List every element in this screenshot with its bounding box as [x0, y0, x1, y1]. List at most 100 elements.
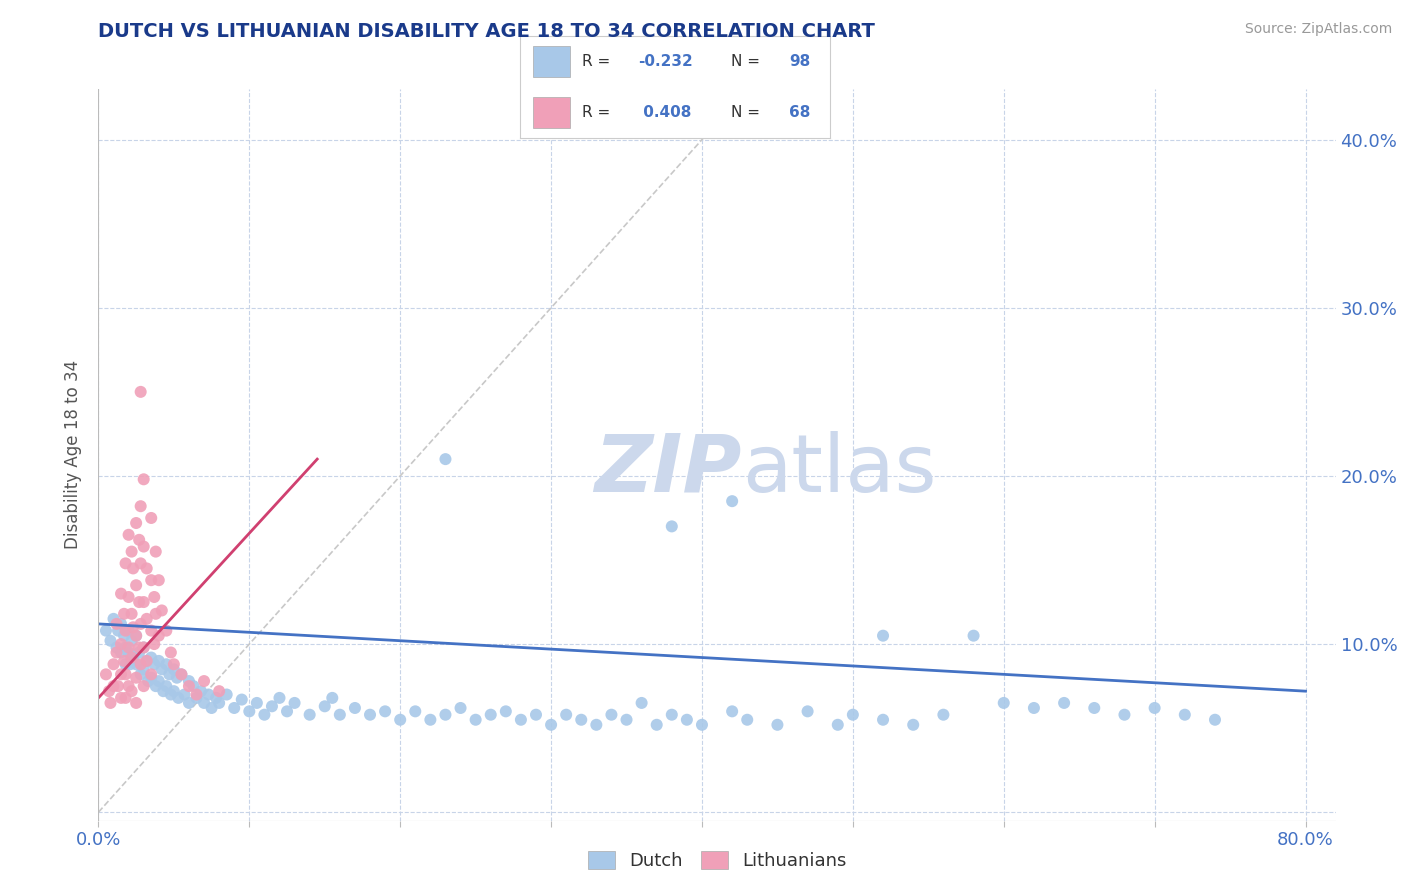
Point — [661, 519, 683, 533]
Point — [197, 688, 219, 702]
Point — [121, 544, 143, 558]
Point — [676, 713, 699, 727]
Point — [167, 690, 190, 705]
Point — [135, 561, 157, 575]
Point — [129, 557, 152, 571]
Point — [94, 624, 117, 638]
Point — [110, 616, 132, 631]
Point — [434, 452, 457, 467]
Point — [105, 616, 128, 631]
Point — [205, 690, 228, 705]
Point — [141, 667, 163, 681]
Y-axis label: Disability Age 18 to 34: Disability Age 18 to 34 — [65, 360, 83, 549]
Point — [186, 690, 208, 705]
Point — [141, 671, 163, 685]
Point — [122, 650, 145, 665]
Point — [117, 640, 139, 655]
Point — [419, 713, 441, 727]
Point — [190, 684, 212, 698]
Point — [155, 679, 177, 693]
Point — [827, 718, 849, 732]
Point — [148, 674, 170, 689]
Point — [238, 704, 260, 718]
Point — [661, 707, 683, 722]
Point — [193, 674, 215, 689]
Point — [114, 640, 136, 655]
Point — [132, 640, 155, 655]
Point — [135, 612, 157, 626]
Point — [193, 696, 215, 710]
Point — [284, 696, 307, 710]
Point — [1083, 701, 1105, 715]
Point — [157, 667, 180, 681]
Point — [253, 707, 276, 722]
Point — [177, 696, 200, 710]
Point — [555, 707, 578, 722]
Point — [136, 674, 159, 689]
Point — [120, 657, 142, 672]
Point — [143, 657, 166, 672]
Point — [121, 633, 143, 648]
Text: 68: 68 — [789, 105, 811, 120]
Point — [170, 667, 193, 681]
FancyBboxPatch shape — [533, 46, 569, 77]
Point — [343, 701, 366, 715]
Point — [148, 573, 170, 587]
Point — [103, 612, 125, 626]
Point — [150, 662, 173, 676]
Point — [269, 690, 291, 705]
Point — [105, 645, 128, 659]
Point — [145, 607, 167, 621]
Point — [645, 718, 668, 732]
Point — [276, 704, 298, 718]
Point — [143, 590, 166, 604]
Point — [132, 662, 155, 676]
Point — [224, 701, 246, 715]
Point — [540, 718, 562, 732]
Point — [128, 645, 150, 659]
Point — [1114, 707, 1136, 722]
Point — [110, 645, 132, 659]
Point — [141, 573, 163, 587]
Point — [1204, 713, 1226, 727]
Point — [132, 679, 155, 693]
Point — [114, 557, 136, 571]
Text: Source: ZipAtlas.com: Source: ZipAtlas.com — [1244, 22, 1392, 37]
Point — [1174, 707, 1197, 722]
Point — [155, 657, 177, 672]
Point — [114, 624, 136, 638]
Point — [110, 637, 132, 651]
Text: -0.232: -0.232 — [638, 54, 693, 69]
Point — [112, 629, 135, 643]
Point — [117, 590, 139, 604]
Text: N =: N = — [731, 105, 765, 120]
Point — [872, 629, 894, 643]
Point — [690, 718, 713, 732]
Point — [842, 707, 865, 722]
Point — [114, 690, 136, 705]
Point — [903, 718, 925, 732]
Point — [121, 607, 143, 621]
Text: 0.408: 0.408 — [638, 105, 692, 120]
Point — [1143, 701, 1166, 715]
Point — [932, 707, 955, 722]
Point — [112, 654, 135, 668]
Point — [103, 657, 125, 672]
Point — [125, 671, 148, 685]
Point — [114, 667, 136, 681]
Point — [208, 684, 231, 698]
Point — [183, 679, 205, 693]
Point — [170, 667, 193, 681]
Point — [129, 667, 152, 681]
Point — [962, 629, 984, 643]
Point — [132, 540, 155, 554]
Point — [103, 679, 125, 693]
Point — [132, 640, 155, 655]
Point — [186, 688, 208, 702]
Point — [122, 561, 145, 575]
Point — [105, 640, 128, 655]
Point — [359, 707, 381, 722]
Point — [735, 713, 758, 727]
Point — [314, 699, 336, 714]
Point — [125, 629, 148, 643]
